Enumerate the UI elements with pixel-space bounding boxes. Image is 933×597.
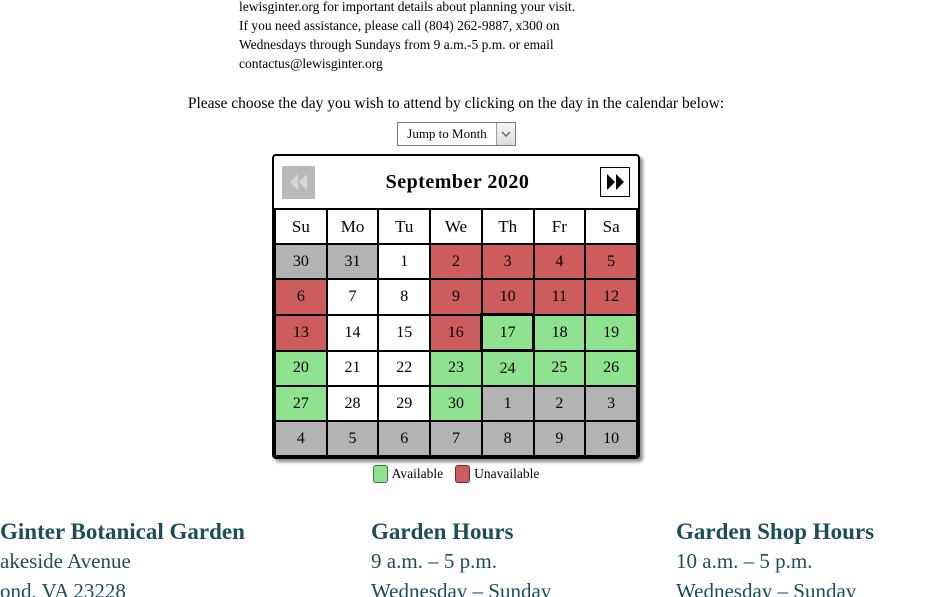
- day-cell-other: 30: [274, 243, 328, 280]
- footer-heading: Garden Shop Hours: [676, 519, 875, 544]
- day-cell-other: 6: [377, 420, 432, 457]
- legend-item: Unavailable: [455, 465, 539, 483]
- chevron-down-icon: [496, 123, 515, 145]
- instruction-text: Please choose the day you wish to attend…: [187, 95, 725, 112]
- day-cell-other: 4: [274, 420, 328, 457]
- day-cell-open: 7: [325, 278, 380, 316]
- day-cell-other: 1: [480, 385, 535, 422]
- day-cell-other: 8: [480, 420, 535, 457]
- day-cell-unavailable: 2: [429, 243, 483, 280]
- jump-to-month-select[interactable]: Jump to Month: [397, 122, 516, 146]
- jump-to-month-value: Jump to Month: [407, 125, 487, 141]
- day-cell-open: 22: [377, 349, 432, 387]
- day-cell-unavailable: 6: [274, 278, 328, 316]
- legend-label: Unavailable: [474, 466, 540, 481]
- day-cell-other: 7: [429, 420, 483, 457]
- day-cell-unavailable: 16: [429, 313, 483, 352]
- legend-swatch-icon: [372, 465, 388, 483]
- footer-heading: Ginter Botanical Garden: [0, 519, 245, 544]
- day-cell-other: 10: [584, 420, 638, 457]
- day-cell-open: 29: [377, 385, 432, 422]
- legend-item: Available: [372, 465, 444, 483]
- calendar-legend: Available Unavailable: [0, 465, 912, 483]
- day-cell-available[interactable]: 17: [480, 313, 536, 352]
- day-cell-available[interactable]: 20: [274, 349, 328, 387]
- calendar-week-row: 30 31 1 2 3 4 5: [274, 243, 638, 280]
- day-cell-unavailable: 3: [480, 243, 535, 280]
- weekday-header-row: Su Mo Tu We Th Fr Sa: [274, 208, 638, 245]
- calendar-week-row: 27 28 29 30 1 2 3: [274, 385, 638, 422]
- day-cell-unavailable: 13: [274, 313, 328, 352]
- legend-label: Available: [391, 466, 444, 481]
- day-cell-open: 15: [377, 313, 432, 352]
- day-cell-open: 21: [325, 349, 380, 387]
- calendar-header: September 2020: [274, 156, 638, 208]
- day-cell-available[interactable]: 24: [480, 349, 535, 387]
- weekday-header: We: [429, 208, 483, 245]
- day-cell-unavailable: 10: [480, 278, 535, 316]
- intro-line: If you need assistance, please call (804…: [239, 18, 560, 33]
- double-left-arrow-icon: [289, 174, 307, 190]
- weekday-header: Sa: [584, 208, 638, 245]
- weekday-header: Mo: [325, 208, 380, 245]
- day-cell-available[interactable]: 30: [429, 385, 483, 422]
- weekday-header: Fr: [532, 208, 587, 245]
- next-month-button[interactable]: [600, 167, 630, 197]
- intro-line: contactus@lewisginter.org: [239, 56, 383, 71]
- intro-line: lewisginter.org for important details ab…: [239, 0, 576, 14]
- day-cell-unavailable: 11: [532, 278, 587, 316]
- day-cell-other: 3: [584, 385, 638, 422]
- double-right-arrow-icon: [607, 174, 624, 190]
- footer-line: akeside Avenue: [0, 549, 131, 573]
- day-cell-other: 5: [325, 420, 380, 457]
- calendar-week-row: 4 5 6 7 8 9 10: [274, 420, 638, 457]
- footer-line: Wednesday – Sunday: [676, 579, 857, 597]
- footer-line: ond, VA 23228: [0, 579, 126, 597]
- footer-garden-hours-column: Garden Hours 9 a.m. – 5 p.m. Wednesday –…: [371, 518, 551, 597]
- day-cell-available[interactable]: 23: [429, 349, 483, 387]
- day-cell-other: 9: [532, 420, 587, 457]
- day-cell-available[interactable]: 27: [274, 385, 328, 422]
- calendar-grid: Su Mo Tu We Th Fr Sa 30 31 1 2 3 4 5 6 7 8 9 10 11 12 13 14 15…: [274, 208, 638, 457]
- day-cell-unavailable: 9: [429, 278, 483, 316]
- footer-address-column: Ginter Botanical Garden akeside Avenue o…: [0, 518, 245, 597]
- day-cell-open: 1: [377, 243, 432, 280]
- day-cell-unavailable: 12: [584, 278, 638, 316]
- calendar-month-title: September 2020: [385, 170, 530, 193]
- footer-line: 10 a.m. – 5 p.m.: [676, 549, 813, 573]
- day-cell-other: 31: [325, 243, 380, 280]
- day-cell-available[interactable]: 19: [584, 313, 638, 352]
- day-cell-available[interactable]: 26: [584, 349, 638, 387]
- footer-shop-hours-column: Garden Shop Hours 10 a.m. – 5 p.m. Wedne…: [676, 518, 874, 597]
- day-cell-other: 2: [532, 385, 587, 422]
- weekday-header: Th: [480, 208, 535, 245]
- day-cell-available[interactable]: 18: [532, 313, 587, 352]
- day-cell-open: 8: [377, 278, 432, 316]
- footer-heading: Garden Hours: [371, 519, 514, 544]
- calendar-week-row: 13 14 15 16 17 18 19: [274, 313, 638, 352]
- intro-line: Wednesdays through Sundays from 9 a.m.-5…: [239, 37, 554, 52]
- intro-paragraph: lewisginter.org for important details ab…: [239, 0, 575, 73]
- day-cell-open: 14: [325, 313, 380, 352]
- day-cell-open: 28: [325, 385, 380, 422]
- day-cell-available[interactable]: 25: [532, 349, 587, 387]
- day-cell-unavailable: 4: [532, 243, 587, 280]
- weekday-header: Tu: [377, 208, 432, 245]
- weekday-header: Su: [274, 208, 328, 245]
- day-cell-unavailable: 5: [584, 243, 638, 280]
- footer-line: 9 a.m. – 5 p.m.: [371, 549, 497, 573]
- legend-swatch-icon: [455, 465, 471, 483]
- availability-calendar: September 2020 Su Mo Tu We Th Fr Sa 30 31 1 2 3 4 5 6…: [272, 154, 640, 459]
- calendar-week-row: 6 7 8 9 10 11 12: [274, 278, 638, 316]
- calendar-week-row: 20 21 22 23 24 25 26: [274, 349, 638, 387]
- footer-line: Wednesday – Sunday: [371, 579, 552, 597]
- prev-month-button[interactable]: [282, 165, 315, 199]
